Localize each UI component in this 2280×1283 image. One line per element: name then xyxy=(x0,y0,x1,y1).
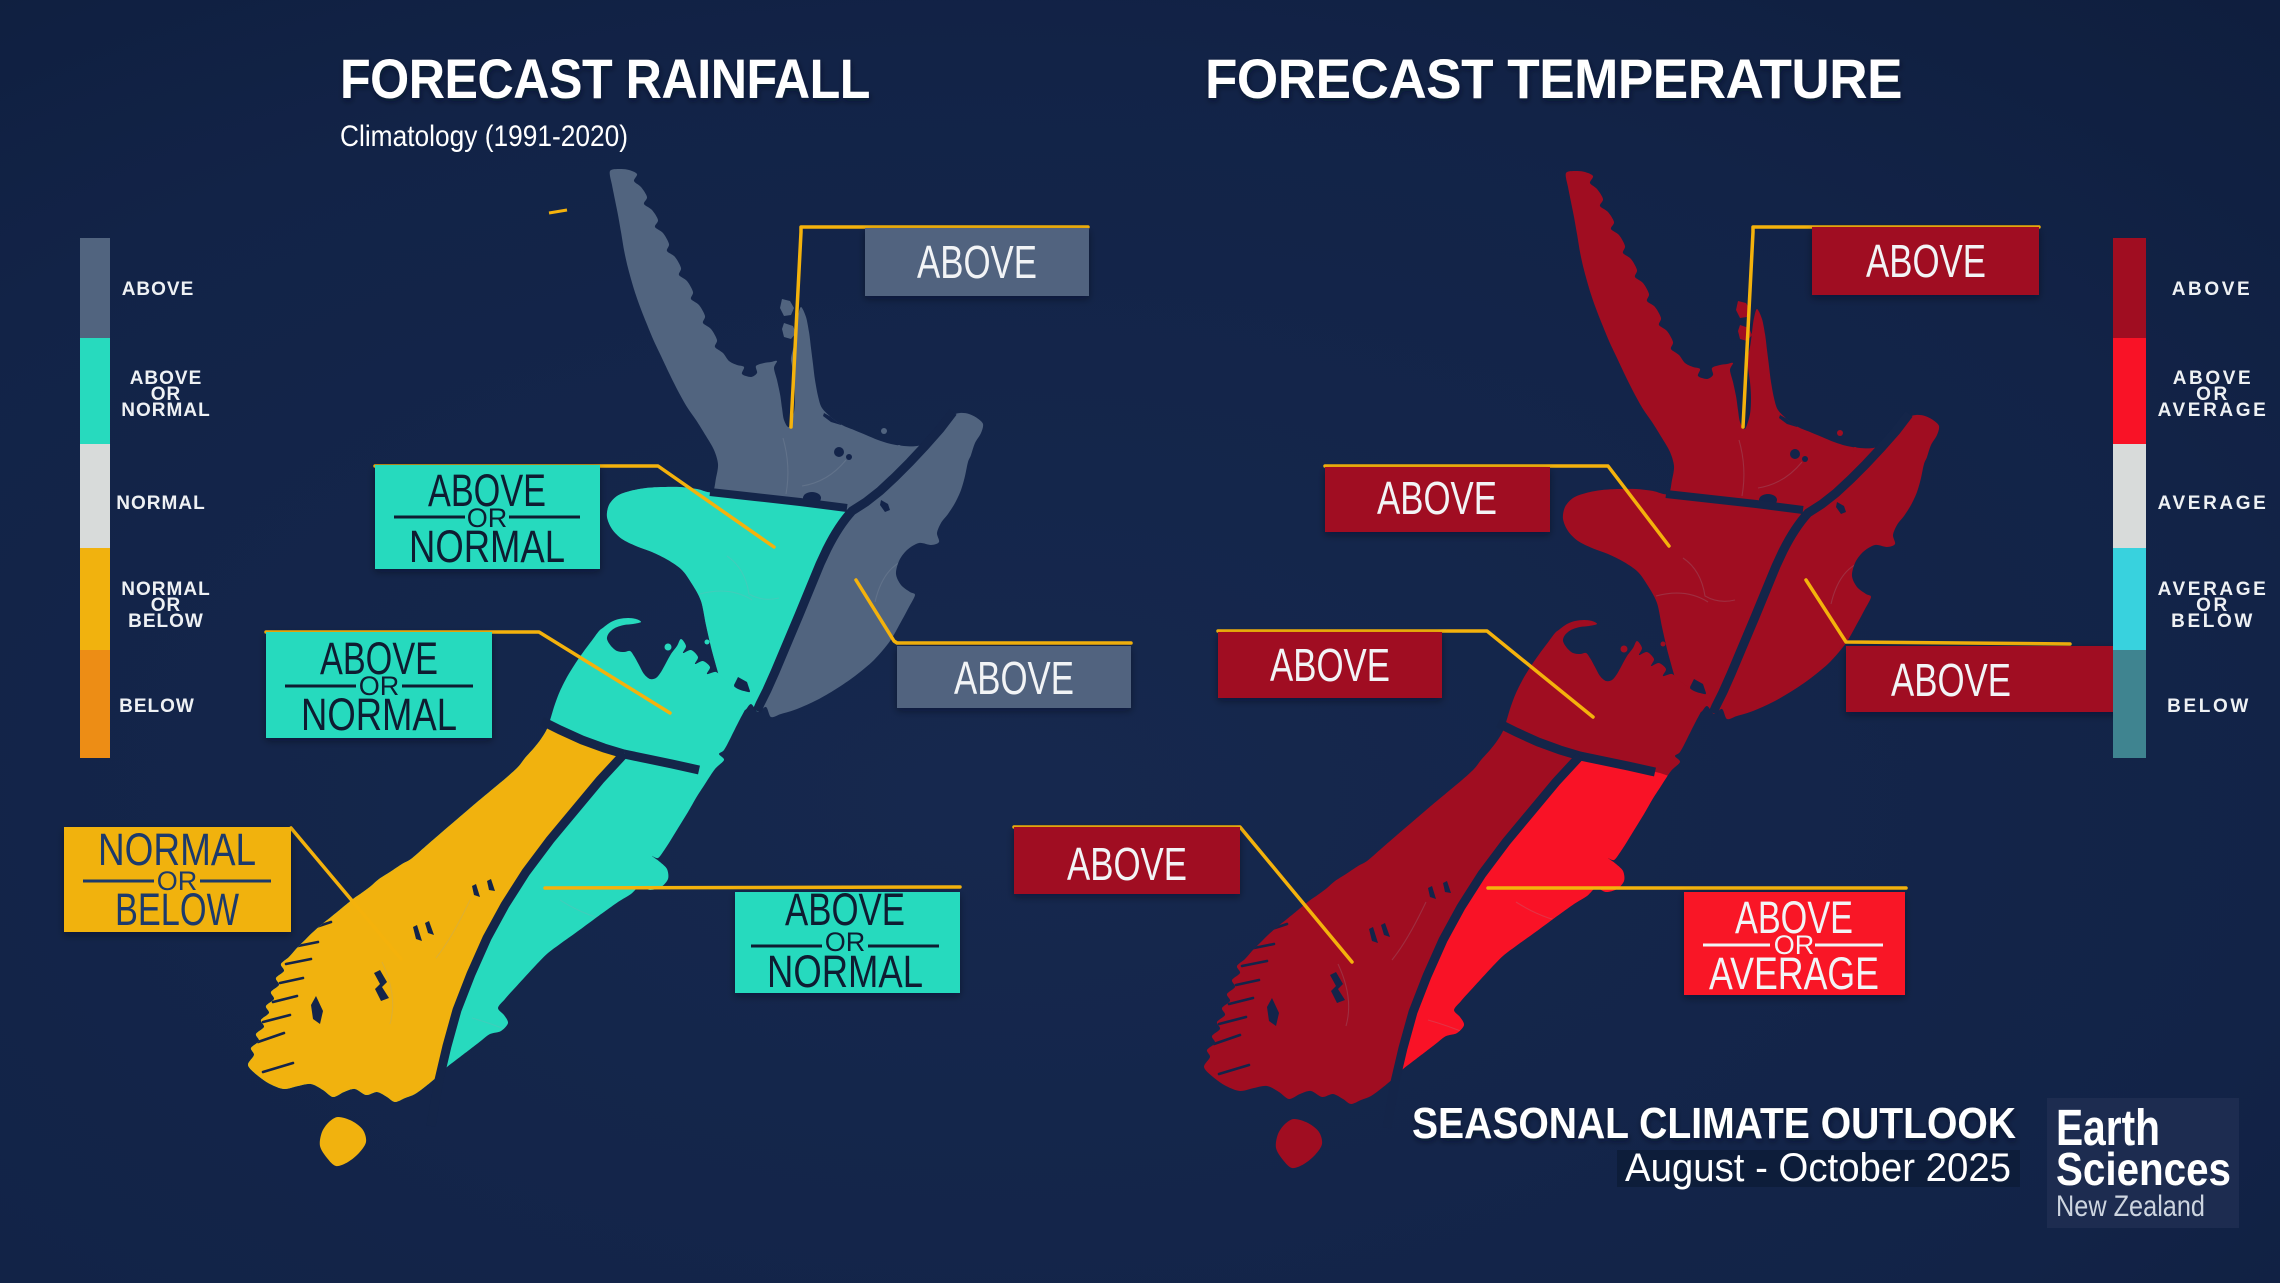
svg-text:NORMAL: NORMAL xyxy=(301,689,457,740)
svg-text:Earth: Earth xyxy=(2056,1099,2160,1156)
svg-text:NORMAL: NORMAL xyxy=(767,946,923,997)
svg-text:Climatology (1991-2020): Climatology (1991-2020) xyxy=(340,120,628,153)
svg-text:OR: OR xyxy=(359,671,400,701)
svg-text:AVERAGE: AVERAGE xyxy=(2158,493,2269,514)
svg-text:NORMAL: NORMAL xyxy=(116,493,205,514)
svg-text:SEASONAL CLIMATE OUTLOOK: SEASONAL CLIMATE OUTLOOK xyxy=(1412,1099,2016,1148)
svg-text:OR: OR xyxy=(2196,595,2230,616)
svg-text:NORMAL: NORMAL xyxy=(121,400,210,421)
svg-text:ABOVE: ABOVE xyxy=(2172,279,2253,300)
svg-text:New Zealand: New Zealand xyxy=(2056,1190,2205,1223)
svg-text:ABOVE: ABOVE xyxy=(917,236,1037,288)
svg-text:BELOW: BELOW xyxy=(2171,611,2255,632)
svg-text:OR: OR xyxy=(1774,930,1815,960)
svg-text:NORMAL: NORMAL xyxy=(409,521,565,572)
svg-text:OR: OR xyxy=(825,927,866,957)
svg-text:FORECAST RAINFALL: FORECAST RAINFALL xyxy=(340,47,870,110)
svg-text:ABOVE: ABOVE xyxy=(2173,368,2254,389)
svg-text:BELOW: BELOW xyxy=(128,611,204,632)
svg-text:OR: OR xyxy=(2196,384,2230,405)
svg-text:ABOVE: ABOVE xyxy=(1735,892,1853,943)
svg-text:ABOVE: ABOVE xyxy=(1866,235,1986,287)
svg-text:OR: OR xyxy=(151,595,182,616)
svg-text:ABOVE: ABOVE xyxy=(1270,639,1390,691)
svg-text:August - October 2025: August - October 2025 xyxy=(1625,1146,2011,1190)
svg-text:ABOVE: ABOVE xyxy=(1067,838,1187,890)
svg-text:ABOVE: ABOVE xyxy=(1891,654,2011,706)
svg-text:BELOW: BELOW xyxy=(2167,696,2251,717)
svg-text:OR: OR xyxy=(157,866,198,896)
svg-text:NORMAL: NORMAL xyxy=(98,824,256,875)
svg-text:BELOW: BELOW xyxy=(115,884,239,935)
svg-text:ABOVE: ABOVE xyxy=(122,279,195,300)
svg-text:Sciences: Sciences xyxy=(2056,1143,2231,1195)
svg-text:ABOVE: ABOVE xyxy=(320,633,438,684)
svg-text:ABOVE: ABOVE xyxy=(130,368,203,389)
svg-text:ABOVE: ABOVE xyxy=(954,652,1074,704)
svg-text:OR: OR xyxy=(467,503,508,533)
svg-text:OR: OR xyxy=(151,384,182,405)
svg-text:AVERAGE: AVERAGE xyxy=(2158,579,2269,600)
svg-text:ABOVE: ABOVE xyxy=(428,465,546,516)
svg-text:AVERAGE: AVERAGE xyxy=(1709,948,1879,999)
svg-text:AVERAGE: AVERAGE xyxy=(2158,400,2269,421)
svg-text:FORECAST TEMPERATURE: FORECAST TEMPERATURE xyxy=(1205,47,1902,110)
svg-text:ABOVE: ABOVE xyxy=(785,884,905,935)
svg-text:NORMAL: NORMAL xyxy=(121,579,210,600)
svg-text:BELOW: BELOW xyxy=(119,696,195,717)
svg-text:ABOVE: ABOVE xyxy=(1377,472,1497,524)
